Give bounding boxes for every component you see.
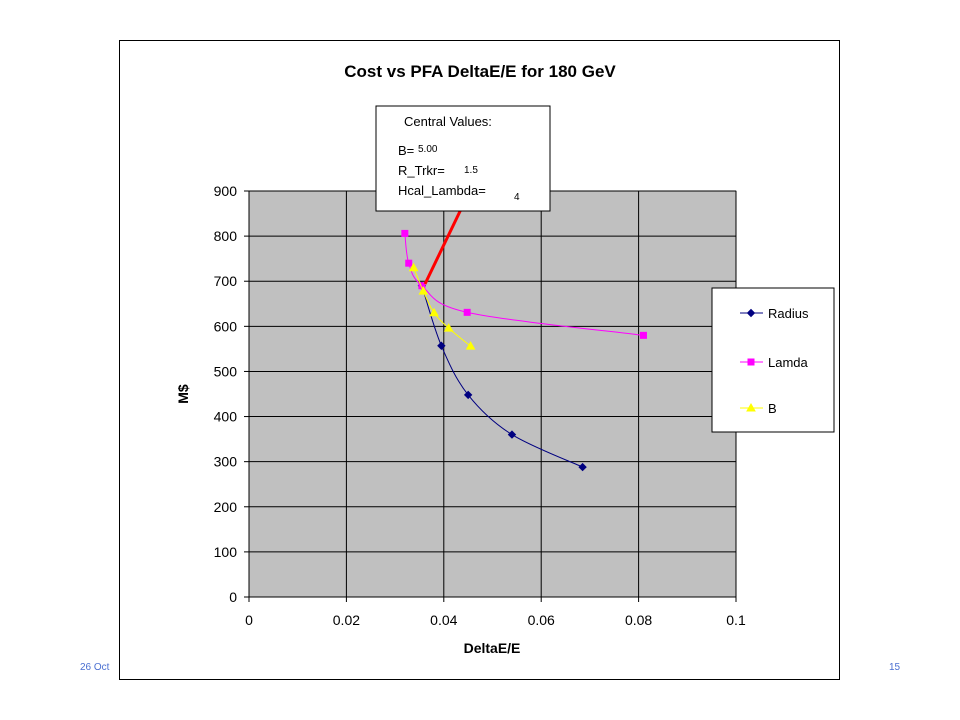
y-tick-label: 300 [214, 454, 238, 470]
x-tick-label: 0.04 [430, 612, 457, 628]
series-lamda [401, 229, 647, 339]
series-layer [401, 229, 647, 472]
annotation-b-label: B= [398, 143, 414, 158]
data-point-lamda [401, 229, 409, 237]
data-point-b [418, 286, 429, 295]
data-point-radius [437, 341, 446, 350]
y-tick-label: 700 [214, 273, 238, 289]
y-tick-label: 0 [229, 589, 237, 605]
y-tick-label: 900 [214, 183, 238, 199]
x-tick-label: 0.08 [625, 612, 652, 628]
y-tick-label: 800 [214, 228, 238, 244]
annotation-box [375, 105, 551, 212]
legend-label-b: B [768, 401, 777, 416]
x-tick-label: 0 [245, 612, 253, 628]
footer-date: 26 Oct [80, 662, 110, 673]
legend-marker-radius [746, 308, 756, 318]
legend-marker-lamda [747, 358, 755, 366]
central-values-annotation: Central Values: B= 5.00 R_Trkr= 1.5 Hcal… [375, 105, 551, 285]
y-tick-label: 600 [214, 318, 238, 334]
legend-label-radius: Radius [768, 306, 809, 321]
series-b [408, 262, 476, 350]
data-point-b [429, 307, 439, 317]
data-point-lamda [463, 308, 471, 316]
x-axis-label: DeltaE/E [464, 640, 521, 656]
data-point-radius [507, 430, 517, 439]
y-tick-label: 400 [214, 409, 238, 425]
annotation-hcal-label: Hcal_Lambda= [398, 183, 486, 198]
data-point-lamda [405, 259, 413, 267]
data-point-radius [578, 462, 587, 472]
annotation-heading: Central Values: [404, 114, 492, 129]
legend-label-lamda: Lamda [768, 355, 809, 370]
x-tick-label: 0.02 [333, 612, 360, 628]
gridlines [244, 190, 737, 602]
y-axis-label: M$ [175, 384, 191, 404]
data-point-b [443, 323, 454, 332]
y-tick-label: 100 [214, 544, 238, 560]
annotation-rtrkr-value: 1.5 [464, 165, 478, 176]
y-tick-label: 500 [214, 363, 238, 379]
annotation-arrow [423, 202, 466, 285]
x-tick-label: 0.06 [528, 612, 555, 628]
annotation-hcal-value: 4 [514, 192, 520, 203]
footer-page-number: 15 [889, 662, 901, 673]
tick-labels: 0 0.02 0.04 0.06 0.08 0.1 0 100 200 300 400 500 600 7… [214, 183, 746, 628]
data-point-b [408, 262, 419, 272]
data-point-lamda [639, 331, 647, 339]
data-point-b [465, 341, 476, 350]
legend-marker-b [746, 402, 756, 412]
series-line-lamda [404, 233, 644, 336]
x-tick-label: 0.1 [726, 612, 746, 628]
chart-title: Cost vs PFA DeltaE/E for 180 GeV [344, 62, 616, 81]
series-radius [417, 281, 587, 472]
legend: Radius Lamda B [711, 287, 835, 433]
plot-area [248, 190, 737, 598]
y-tick-label: 200 [214, 499, 238, 515]
data-point-radius [463, 390, 473, 400]
annotation-rtrkr-label: R_Trkr= [398, 163, 445, 178]
annotation-b-value: 5.00 [418, 144, 438, 155]
legend-box [711, 287, 835, 433]
